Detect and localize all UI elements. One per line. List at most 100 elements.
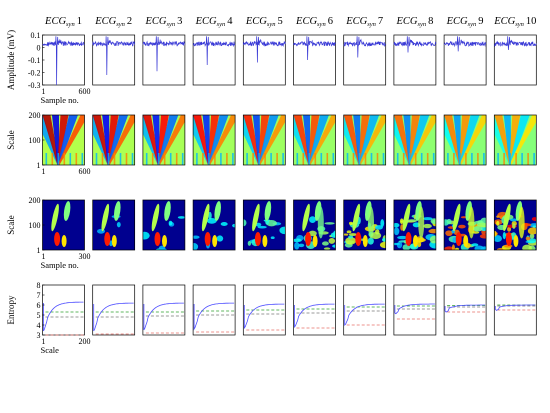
filtered-scalogram-image [42,200,85,250]
scalogram-band [107,115,119,165]
signal-lobe [503,203,511,232]
noise-blob [525,236,531,241]
scalogram-band [494,115,512,165]
scalogram-band [57,115,69,165]
signal-lobe [252,203,260,232]
scalogram-streak [151,153,154,165]
scalogram-streak [75,153,78,165]
ecg-panel [242,34,286,86]
scalogram-streak [453,153,455,165]
scalogram-band [258,115,270,165]
noise-blob [348,235,354,239]
noise-blob [446,218,452,225]
filtered-scalogram-image [92,200,135,250]
ecg-panel [393,34,437,86]
scalogram-streak [432,153,435,165]
panel-frame [242,284,286,336]
scalogram-streak [220,153,222,165]
scalogram-band [408,115,436,165]
scalogram-streak [214,153,216,165]
signal-lobe [162,235,167,247]
scalogram-band [353,115,361,165]
ecg-signal-line [443,36,487,52]
scalogram-band [102,115,110,165]
signal-lobe [312,235,318,247]
entropy-panel [393,284,437,336]
panel-frame [493,284,537,336]
scalogram-band [444,115,462,165]
scalogram-band [293,115,311,165]
ecg-signal-line [92,36,136,76]
panel-frame [242,34,286,86]
signal-lobe [114,201,121,221]
column-title-name: ECG [493,16,515,27]
scalogram-streak [226,153,228,165]
signal-lobe [362,235,368,247]
column-title-name: ECG [295,16,317,27]
panel-frame [142,199,186,251]
y-tick-label: 6 [37,301,41,310]
noise-blob [417,241,422,248]
scalogram-streak [527,153,529,165]
noise-blob [367,237,374,245]
column-title: ECGsyn 1 [44,16,82,28]
noise-blob [177,216,185,219]
column-title-number: 1 [77,16,82,27]
noise-blob [293,238,302,243]
scalogram-streak [332,153,335,165]
scalogram-band [208,115,229,165]
scalogram-band [408,115,430,165]
noise-blob [379,241,386,249]
panel-frame [493,34,537,86]
scalogram-image [243,115,286,165]
noise-blob [328,237,336,244]
scalogram-band [193,115,211,165]
noise-blob [193,235,200,239]
column-title-subscript: syn [468,21,477,28]
scalogram-band [243,115,261,165]
noise-blob [322,241,329,246]
entropy-blue-curve [193,302,235,331]
scalogram-band [509,115,530,165]
filtered-scalogram-image [142,200,185,250]
noise-blob [445,230,453,237]
entropy-blue-curve [444,304,486,313]
scalogram-image [444,115,487,165]
noise-blob [232,223,236,228]
filtered-scalogram-image [343,200,386,250]
scalogram-panel [192,114,236,166]
noise-blob [527,227,537,235]
noise-blob [451,244,455,250]
scalogram-image [293,115,336,165]
scalogram-streak [45,153,48,165]
panel-frame [343,284,387,336]
column-title: ECGsyn 7 [345,16,383,28]
scalogram-streak [101,153,104,165]
column-title: ECGsyn 9 [446,16,484,28]
noise-blob [298,243,305,248]
panel-frame [293,284,336,336]
scalogram-streak [119,153,122,165]
noise-blob [532,225,537,228]
scalogram-streak [81,153,84,165]
panel-frame [142,114,186,166]
noise-blob [116,221,121,228]
entropy-panel [92,284,136,336]
column-title-number: 6 [328,16,333,27]
signal-lobe [104,232,111,246]
noise-blob [345,237,357,245]
scalogram-streak [157,153,160,165]
scalogram-streak [258,153,260,165]
noise-blob [512,223,516,229]
noise-blob [220,222,228,226]
noise-blob [374,225,383,230]
column-title-subscript: syn [166,21,175,28]
panel-grid [42,34,537,336]
scalogram-band [358,115,380,165]
panel-frame [443,199,487,251]
scalogram-streak [314,153,317,165]
noise-blob [472,226,483,232]
noise-blob [472,231,480,234]
signal-lobe [455,232,462,246]
signal-lobe [463,235,469,247]
